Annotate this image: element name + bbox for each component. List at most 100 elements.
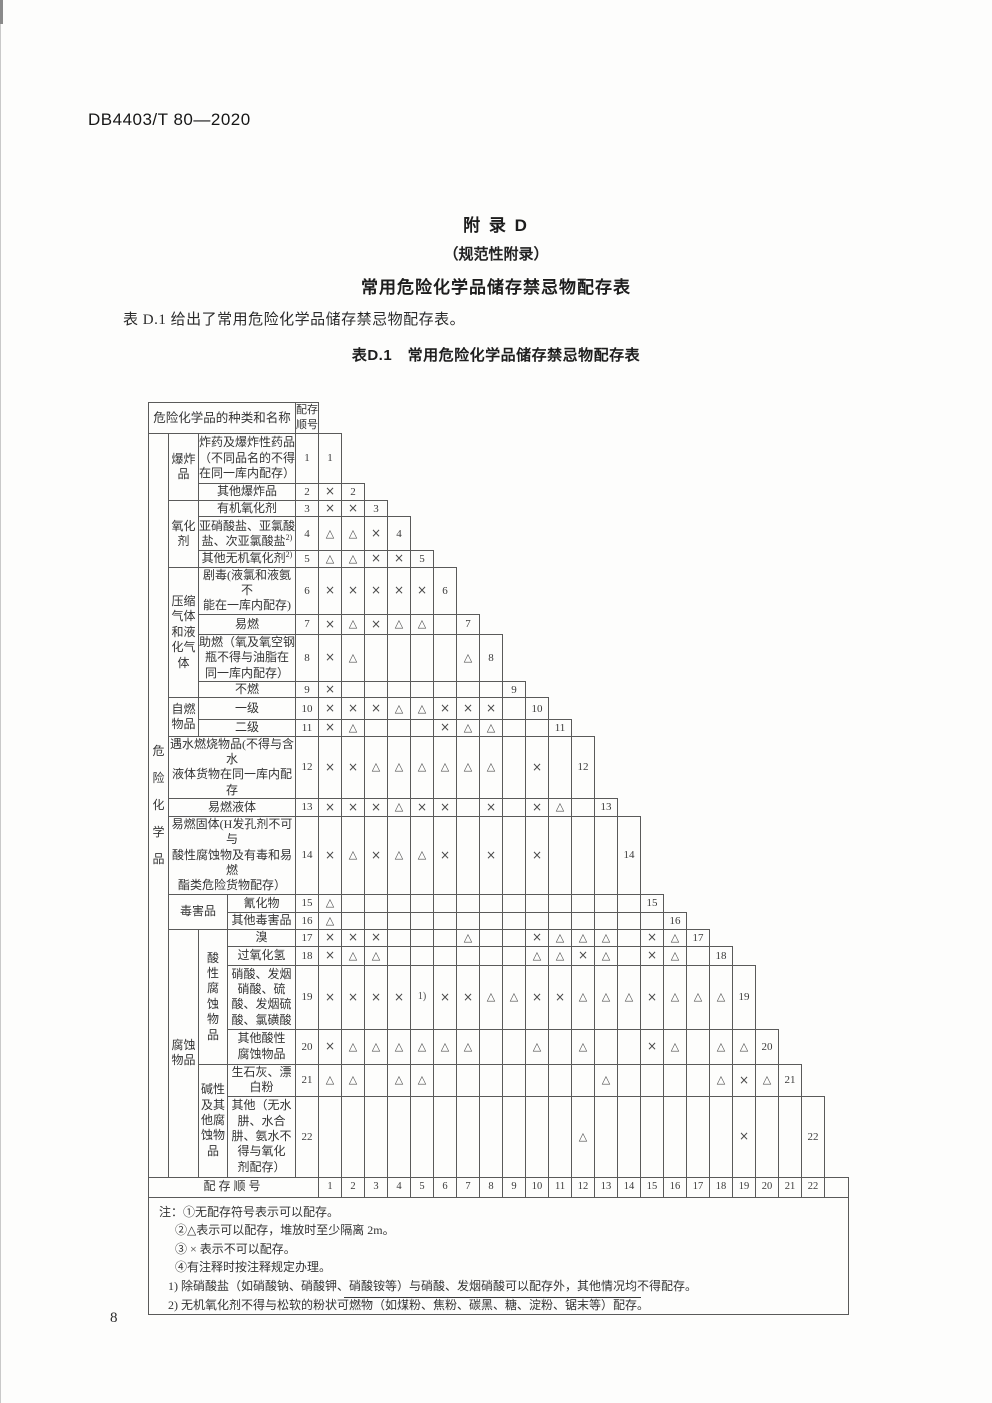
matrix-cell: △ xyxy=(479,719,504,737)
void-cell xyxy=(411,517,849,551)
matrix-cell: △ xyxy=(387,735,412,800)
matrix-cell xyxy=(410,633,435,682)
matrix-cell: × xyxy=(456,964,481,1030)
matrix-cell xyxy=(663,1063,688,1097)
sequence-number-cell: 4 xyxy=(295,516,320,552)
table-row: 其他毒害品 16 △ 16 xyxy=(149,911,849,930)
diagonal-cell: 3 xyxy=(364,499,389,518)
matrix-cell: △ xyxy=(663,945,688,966)
matrix-cell: × xyxy=(341,499,366,518)
void-cell xyxy=(388,501,849,517)
matrix-cell: × xyxy=(433,719,458,737)
matrix-cell: × xyxy=(318,816,343,895)
matrix-cell: × xyxy=(318,719,343,737)
matrix-cell xyxy=(479,945,504,966)
matrix-cell: × xyxy=(364,816,389,895)
matrix-cell xyxy=(548,735,573,800)
name-cell: 其他无机氧化剂2) xyxy=(197,550,297,568)
diagonal-cell: 15 xyxy=(640,893,665,913)
footer-number-cell: 12 xyxy=(571,1176,596,1198)
category-cell: 毒害品 xyxy=(168,893,228,930)
matrix-cell: × xyxy=(640,945,665,966)
matrix-cell xyxy=(640,1095,665,1178)
matrix-cell xyxy=(433,633,458,682)
matrix-cell xyxy=(364,1063,389,1097)
matrix-cell: △ xyxy=(318,1063,343,1097)
matrix-cell: △ xyxy=(617,964,642,1030)
name-cell: 其他毒害品 xyxy=(226,911,297,930)
footer-number-cell: 20 xyxy=(755,1176,780,1198)
matrix-cell xyxy=(387,911,412,930)
name-cell: 易燃液体 xyxy=(167,798,297,818)
category-cell: 自燃 物品 xyxy=(168,697,199,737)
matrix-cell: × xyxy=(341,964,366,1030)
matrix-cell xyxy=(433,1095,458,1178)
table-row: 碱性 及其 他腐 蚀物 品生石灰、漂 白粉 21 △ △ △ △ △ △ × △ 21 xyxy=(149,1063,849,1178)
matrix-cell xyxy=(525,1095,550,1178)
sequence-number-cell: 9 xyxy=(295,680,320,699)
scan-edge-line xyxy=(0,0,1,1403)
matrix-cell: × xyxy=(318,499,343,518)
matrix-cell: × xyxy=(364,928,389,947)
diagonal-cell: 18 xyxy=(709,945,734,966)
void-cell xyxy=(825,1096,849,1177)
matrix-cell xyxy=(387,945,412,966)
matrix-cell xyxy=(433,911,458,930)
matrix-cell xyxy=(433,893,458,913)
diagonal-cell: 19 xyxy=(732,964,757,1030)
matrix-cell xyxy=(548,1063,573,1097)
matrix-cell xyxy=(686,945,711,966)
matrix-cell xyxy=(778,1095,803,1178)
table-header-row: 危险化学品的种类和名称 配存 顺号 xyxy=(147,402,849,434)
matrix-cell: △ xyxy=(433,1028,458,1065)
matrix-cell: △ xyxy=(571,964,596,1030)
name-cell: 不燃 xyxy=(197,680,297,699)
matrix-cell xyxy=(456,680,481,699)
matrix-cell xyxy=(364,893,389,913)
matrix-cell: △ xyxy=(364,945,389,966)
matrix-cell xyxy=(502,893,527,913)
name-cell: 剧毒(液氯和液氨不 能在一库内配存) xyxy=(197,566,297,615)
sequence-number-cell: 15 xyxy=(295,893,320,913)
matrix-cell xyxy=(663,1095,688,1178)
matrix-cell: △ xyxy=(594,945,619,966)
footer-number-cell: 4 xyxy=(387,1176,412,1198)
category-cell: 腐蚀 物品 xyxy=(168,928,199,1178)
diagonal-cell: 5 xyxy=(410,550,435,568)
matrix-cell: × xyxy=(318,613,343,635)
matrix-cell xyxy=(525,719,550,737)
matrix-cell: × xyxy=(732,1095,757,1178)
matrix-cell: × xyxy=(456,697,481,721)
category-cell: 酸 性 腐 蚀 物 品 xyxy=(198,928,228,1065)
diagonal-cell: 6 xyxy=(433,566,458,615)
matrix-cell: × xyxy=(318,633,343,682)
matrix-cell xyxy=(433,1063,458,1097)
matrix-cell: △ xyxy=(433,735,458,800)
table-row: 易燃液体 13 × × × △ × × × × △ 13 xyxy=(149,798,849,818)
matrix-cell xyxy=(364,680,389,699)
matrix-cell: × xyxy=(318,566,343,615)
matrix-cell xyxy=(456,1095,481,1178)
diagonal-cell: 8 xyxy=(479,633,504,682)
void-cell xyxy=(457,567,849,614)
matrix-cell xyxy=(433,945,458,966)
name-cell: 易燃 xyxy=(197,613,297,635)
sequence-number-cell: 22 xyxy=(295,1095,320,1178)
matrix-cell xyxy=(410,719,435,737)
matrix-cell: △ xyxy=(341,516,366,552)
category-cell: 压缩 气体 和液 化气 体 xyxy=(168,566,199,699)
table-row: 其他爆炸品 2 × 2 xyxy=(149,483,849,501)
note-line: 注：①无配存符号表示可以配存。 xyxy=(159,1204,340,1219)
table-row: 遇水燃烧物品(不得与含水 液体货物在同一库内配存 12 × × △ △ △ △ △ △ × 12 xyxy=(149,735,849,800)
matrix-cell xyxy=(548,911,573,930)
footer-number-cell: 9 xyxy=(502,1176,527,1198)
matrix-cell xyxy=(456,893,481,913)
matrix-cell: × xyxy=(525,928,550,947)
appendix-subtitle: （规范性附录） xyxy=(443,246,549,263)
matrix-cell: × xyxy=(571,945,596,966)
name-cell: 其他酸性 腐蚀物品 xyxy=(226,1028,297,1065)
matrix-cell: △ xyxy=(318,893,343,913)
void-cell xyxy=(641,817,849,895)
name-cell: 溴 xyxy=(226,928,297,947)
matrix-cell: × xyxy=(433,697,458,721)
